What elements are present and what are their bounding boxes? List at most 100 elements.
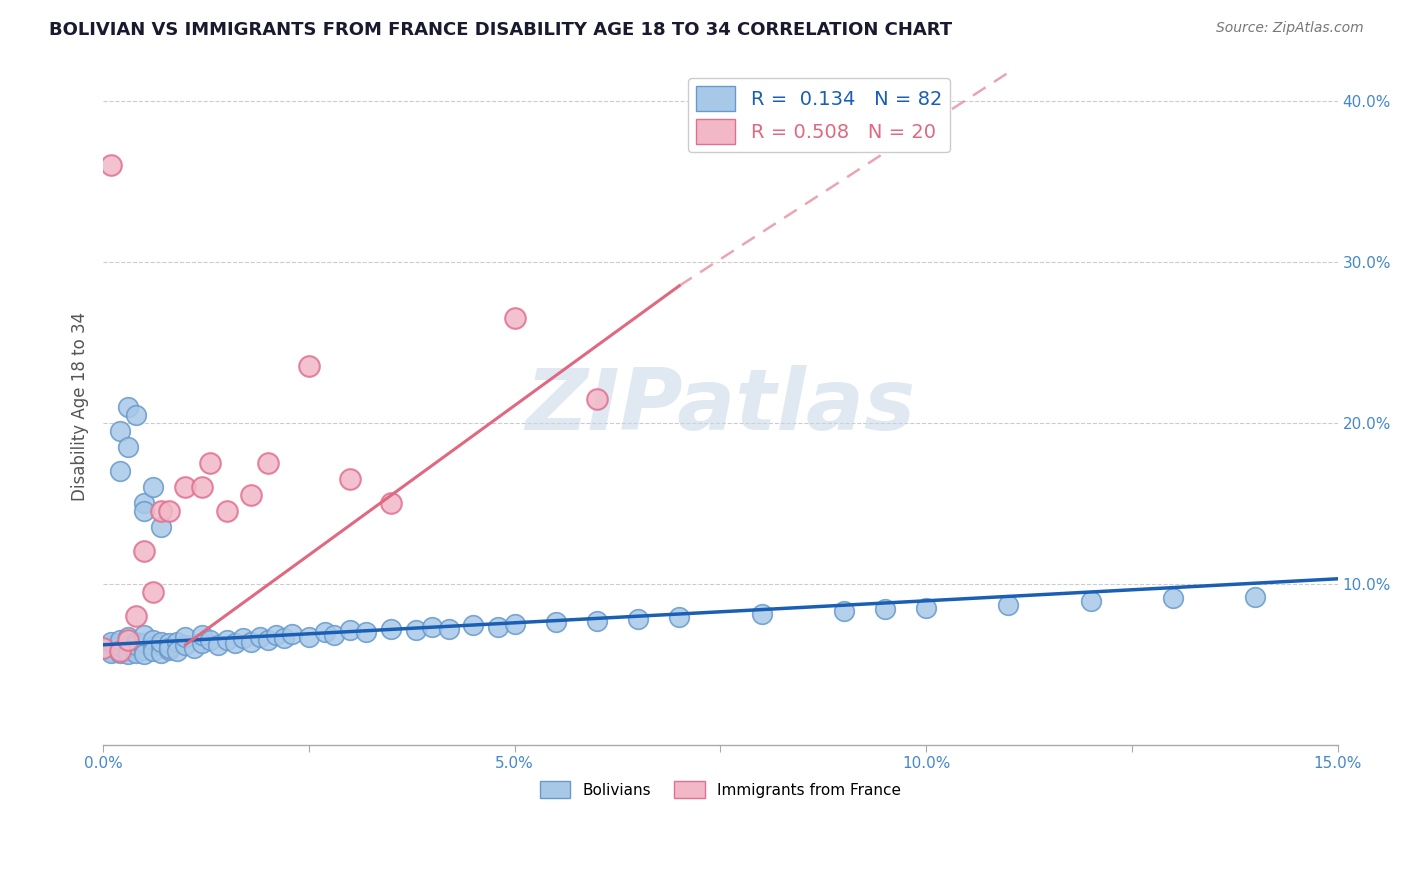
Point bbox=[141, 644, 163, 658]
Point bbox=[380, 496, 402, 510]
Point bbox=[183, 640, 205, 655]
Point bbox=[108, 644, 131, 658]
Point bbox=[134, 636, 156, 650]
Point bbox=[215, 504, 238, 518]
Point bbox=[108, 632, 131, 647]
Point bbox=[91, 640, 114, 655]
Point bbox=[273, 632, 295, 646]
Point bbox=[134, 642, 156, 657]
Point bbox=[157, 640, 180, 655]
Point bbox=[125, 608, 148, 623]
Point bbox=[420, 620, 443, 634]
Point bbox=[141, 640, 163, 654]
Point bbox=[157, 504, 180, 518]
Point bbox=[157, 636, 180, 650]
Point bbox=[100, 646, 122, 660]
Point bbox=[108, 636, 131, 650]
Point bbox=[117, 632, 139, 647]
Point bbox=[356, 624, 378, 639]
Text: ZIPatlas: ZIPatlas bbox=[526, 365, 915, 448]
Point bbox=[117, 440, 139, 454]
Point bbox=[240, 634, 263, 648]
Point bbox=[108, 642, 131, 657]
Point bbox=[627, 612, 650, 626]
Point bbox=[322, 628, 344, 642]
Point bbox=[1244, 590, 1267, 604]
Point bbox=[125, 638, 148, 652]
Point bbox=[166, 644, 188, 658]
Point bbox=[486, 620, 509, 634]
Point bbox=[174, 638, 197, 652]
Point bbox=[256, 456, 278, 470]
Point bbox=[134, 496, 156, 510]
Point bbox=[198, 456, 221, 470]
Point bbox=[149, 520, 172, 534]
Point bbox=[134, 544, 156, 558]
Point bbox=[125, 646, 148, 660]
Point bbox=[141, 480, 163, 494]
Point bbox=[264, 628, 287, 642]
Point bbox=[149, 638, 172, 652]
Point bbox=[215, 632, 238, 647]
Point bbox=[108, 646, 131, 660]
Point bbox=[117, 630, 139, 644]
Point bbox=[256, 632, 278, 647]
Point bbox=[125, 634, 148, 648]
Point bbox=[380, 622, 402, 636]
Point bbox=[134, 648, 156, 662]
Point bbox=[174, 630, 197, 644]
Point bbox=[198, 632, 221, 647]
Point bbox=[141, 584, 163, 599]
Point bbox=[108, 640, 131, 654]
Point bbox=[405, 624, 427, 638]
Point bbox=[149, 634, 172, 648]
Point bbox=[544, 615, 567, 630]
Point bbox=[586, 392, 609, 406]
Point bbox=[125, 640, 148, 655]
Point bbox=[125, 408, 148, 422]
Point bbox=[207, 638, 229, 652]
Point bbox=[191, 480, 214, 494]
Point bbox=[108, 464, 131, 478]
Point bbox=[117, 648, 139, 662]
Point bbox=[503, 616, 526, 631]
Point bbox=[915, 600, 938, 615]
Legend: Bolivians, Immigrants from France: Bolivians, Immigrants from France bbox=[534, 774, 907, 805]
Point bbox=[157, 642, 180, 657]
Point bbox=[1080, 594, 1102, 608]
Point bbox=[240, 488, 263, 502]
Point bbox=[339, 624, 361, 638]
Point bbox=[339, 472, 361, 486]
Point bbox=[463, 618, 485, 632]
Point bbox=[249, 630, 271, 644]
Point bbox=[224, 636, 246, 650]
Point bbox=[174, 480, 197, 494]
Point bbox=[149, 646, 172, 660]
Point bbox=[149, 504, 172, 518]
Y-axis label: Disability Age 18 to 34: Disability Age 18 to 34 bbox=[72, 312, 89, 501]
Point bbox=[873, 602, 896, 616]
Point bbox=[100, 158, 122, 172]
Point bbox=[100, 644, 122, 658]
Point bbox=[141, 632, 163, 647]
Point bbox=[191, 628, 214, 642]
Point bbox=[108, 424, 131, 438]
Point bbox=[232, 632, 254, 646]
Point bbox=[191, 636, 214, 650]
Text: Source: ZipAtlas.com: Source: ZipAtlas.com bbox=[1216, 21, 1364, 35]
Point bbox=[997, 598, 1019, 612]
Point bbox=[100, 638, 122, 652]
Point bbox=[117, 644, 139, 658]
Point bbox=[314, 624, 336, 639]
Point bbox=[100, 634, 122, 648]
Point bbox=[117, 638, 139, 652]
Point bbox=[668, 610, 690, 624]
Point bbox=[503, 311, 526, 326]
Point bbox=[1161, 591, 1184, 606]
Point bbox=[281, 626, 304, 640]
Point bbox=[134, 504, 156, 518]
Point bbox=[298, 630, 321, 644]
Point bbox=[437, 622, 460, 636]
Point bbox=[91, 640, 114, 655]
Point bbox=[586, 614, 609, 628]
